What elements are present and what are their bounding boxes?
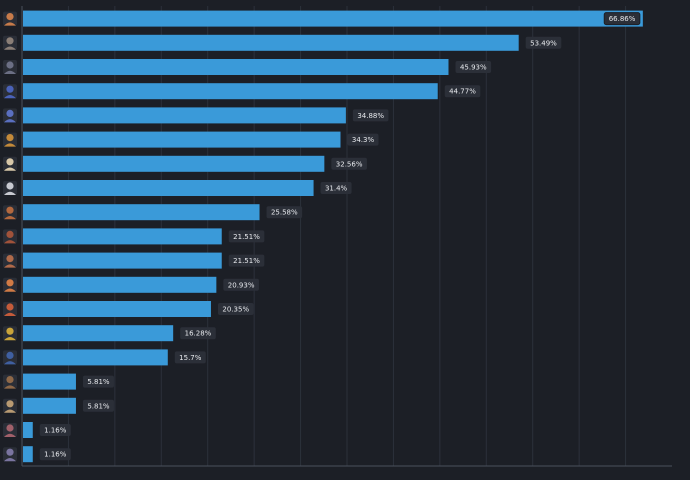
data-label-background — [82, 375, 114, 388]
hero-portrait-icon — [3, 253, 17, 268]
data-label-background — [352, 109, 389, 122]
bar — [23, 252, 222, 269]
data-label-background — [217, 303, 254, 315]
bar — [23, 397, 76, 414]
bar — [23, 349, 168, 366]
data-label-background — [320, 182, 352, 194]
bar — [23, 155, 325, 172]
data-label-background — [603, 12, 641, 26]
bar — [23, 59, 449, 75]
data-label: 1.16% — [44, 451, 67, 459]
hero-portrait-icon — [3, 35, 17, 50]
hero-portrait-icon — [3, 229, 17, 244]
data-label-background — [174, 351, 206, 364]
data-label-background — [228, 230, 265, 243]
data-label-background — [266, 206, 303, 219]
bar — [23, 34, 519, 51]
data-label-background — [347, 133, 379, 146]
bar — [23, 204, 260, 221]
hero-portrait-icon — [3, 181, 17, 195]
data-label: 66.86% — [609, 15, 636, 23]
data-label-background — [180, 327, 216, 340]
data-label-background — [331, 157, 367, 170]
bar — [23, 446, 33, 463]
data-label-background — [455, 61, 492, 73]
hero-portrait-icon — [3, 423, 17, 437]
bar — [23, 180, 314, 196]
data-label: 16.28% — [185, 330, 212, 338]
data-label: 25.58% — [271, 209, 298, 217]
data-label: 5.81% — [87, 378, 110, 386]
data-label: 21.51% — [233, 257, 260, 265]
data-label: 1.16% — [44, 427, 67, 435]
bar — [23, 10, 643, 27]
hero-portrait-icon — [3, 108, 17, 123]
hero-portrait-icon — [3, 84, 17, 99]
data-label: 31.4% — [325, 185, 348, 193]
data-label: 20.93% — [228, 281, 255, 289]
data-label-background — [39, 424, 71, 436]
bar — [23, 131, 341, 148]
hero-portrait-icon — [3, 326, 17, 341]
hero-portrait-icon — [3, 11, 17, 26]
hero-portrait-icon — [3, 302, 17, 316]
data-label: 34.3% — [352, 136, 375, 144]
data-label-background — [228, 254, 265, 267]
data-label: 5.81% — [87, 402, 110, 410]
bar — [23, 422, 33, 438]
bar — [23, 107, 346, 124]
bar — [23, 325, 174, 342]
hero-portrait-icon — [3, 398, 17, 413]
bar — [23, 228, 222, 245]
hero-portrait-icon — [3, 277, 17, 292]
data-label-background — [39, 448, 71, 461]
data-label: 34.88% — [357, 112, 384, 120]
hero-portrait-icon — [3, 350, 17, 365]
data-label: 21.51% — [233, 233, 260, 241]
data-label-background — [223, 278, 259, 291]
data-label: 45.93% — [460, 64, 487, 72]
data-label-background — [525, 36, 562, 49]
bar — [23, 276, 217, 293]
hero-portrait-icon — [3, 60, 17, 74]
data-label: 53.49% — [530, 39, 557, 47]
bar — [23, 301, 211, 317]
hero-portrait-icon — [3, 374, 17, 389]
data-label: 32.56% — [336, 160, 363, 168]
data-label-background — [82, 399, 114, 412]
data-label: 44.77% — [449, 88, 476, 96]
hero-portrait-icon — [3, 205, 17, 220]
hero-portrait-icon — [3, 447, 17, 462]
data-label: 20.35% — [222, 306, 249, 314]
data-label-background — [444, 85, 481, 98]
data-label: 15.7% — [179, 354, 202, 362]
hero-portrait-icon — [3, 156, 17, 171]
bar — [23, 83, 438, 100]
hero-portrait-icon — [3, 132, 17, 147]
bar — [23, 373, 76, 390]
